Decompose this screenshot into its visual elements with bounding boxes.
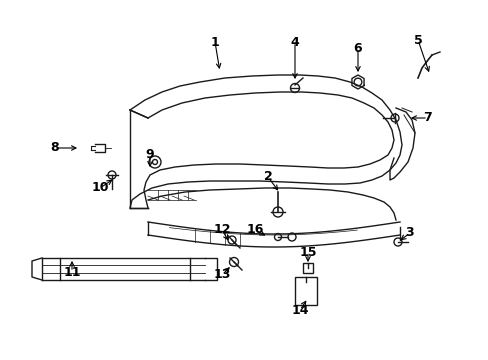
Text: 2: 2 xyxy=(263,171,272,184)
Text: 14: 14 xyxy=(291,303,308,316)
Bar xyxy=(303,263,312,273)
Text: 13: 13 xyxy=(213,269,230,282)
Text: 6: 6 xyxy=(353,41,362,54)
Text: 9: 9 xyxy=(145,148,154,162)
Text: 12: 12 xyxy=(213,224,230,237)
Text: 11: 11 xyxy=(63,265,81,279)
Text: 4: 4 xyxy=(290,36,299,49)
Text: 15: 15 xyxy=(299,246,316,258)
Text: 8: 8 xyxy=(51,141,59,154)
Text: 10: 10 xyxy=(91,181,108,194)
Bar xyxy=(294,277,316,305)
Text: 7: 7 xyxy=(423,112,431,125)
Text: 16: 16 xyxy=(246,224,263,237)
Text: 5: 5 xyxy=(413,33,422,46)
Text: 1: 1 xyxy=(210,36,219,49)
Text: 3: 3 xyxy=(405,226,413,239)
